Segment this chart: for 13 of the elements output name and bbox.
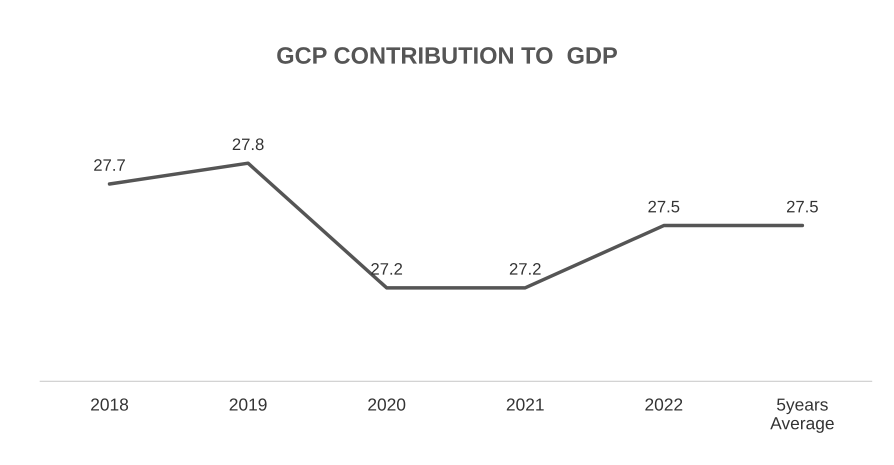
data-label: 27.2 [510,263,541,275]
data-label: 27.5 [786,200,818,213]
data-label: 27.2 [371,263,402,275]
data-label: 27.8 [232,138,264,150]
data-label: 27.7 [94,159,125,171]
data-label: 27.5 [648,200,680,213]
x-tick-label: 2019 [230,398,267,411]
x-tick-label: 5years Average [770,398,834,433]
x-tick-label: 2022 [645,398,682,411]
x-tick-label: 2020 [368,398,406,411]
chart-title: GCP CONTRIBUTION TO GDP [277,47,617,64]
x-tick-label: 2021 [506,398,544,411]
x-tick-label: 2018 [91,398,128,411]
